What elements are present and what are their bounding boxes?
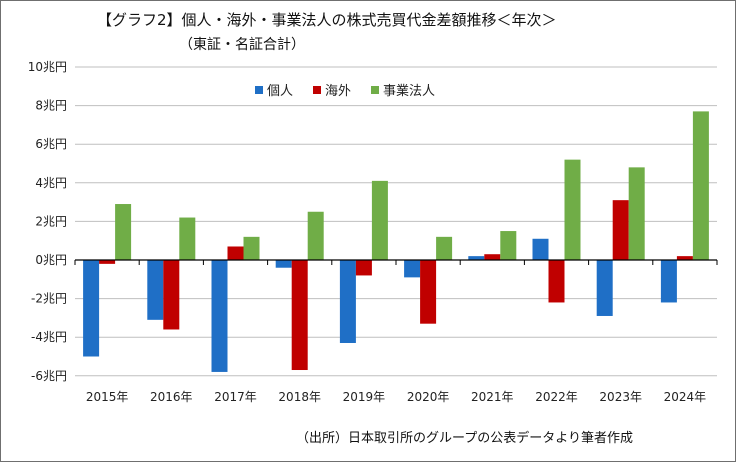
bar-corporate (500, 231, 517, 260)
bar-corporate (243, 236, 260, 260)
y-tick-label: -6兆円 (31, 369, 67, 383)
y-tick-label: 6兆円 (35, 137, 67, 151)
bar-individual (404, 260, 421, 278)
bar-corporate (564, 159, 581, 260)
x-tick-label: 2016年 (150, 390, 193, 404)
x-tick-label: 2018年 (278, 390, 321, 404)
bar-individual (275, 260, 292, 268)
chart-subtitle: （東証・名証合計） (179, 37, 305, 53)
y-tick-label: 2兆円 (35, 214, 67, 228)
x-tick-label: 2019年 (343, 390, 386, 404)
bar-individual (596, 260, 613, 316)
y-tick-label: 10兆円 (28, 60, 67, 74)
x-tick-label: 2022年 (535, 390, 578, 404)
x-tick-label: 2021年 (471, 390, 514, 404)
y-tick-label: 8兆円 (35, 99, 67, 113)
bar-foreign (227, 246, 244, 260)
bar-foreign (612, 200, 629, 260)
bar-individual (83, 260, 100, 357)
y-tick-label: -2兆円 (31, 292, 67, 306)
bar-individual (211, 260, 228, 372)
legend-label: 個人 (267, 84, 293, 99)
bar-corporate (436, 236, 453, 260)
bar-corporate (179, 217, 196, 260)
bar-foreign (291, 260, 308, 371)
bar-individual (339, 260, 356, 343)
source-note: （出所）日本取引所のグループの公表データより筆者作成 (296, 431, 633, 446)
legend-label: 事業法人 (383, 83, 435, 99)
bar-foreign (676, 256, 693, 260)
bar-individual (147, 260, 164, 320)
legend-label: 海外 (325, 84, 351, 99)
x-tick-label: 2020年 (407, 390, 450, 404)
bar-corporate (115, 204, 132, 260)
bar-foreign (548, 260, 565, 303)
bar-corporate (371, 180, 388, 260)
y-tick-label: -4兆円 (31, 330, 67, 344)
bar-individual (660, 260, 677, 303)
y-tick-label: 4兆円 (35, 176, 67, 190)
bar-foreign (420, 260, 437, 324)
bar-corporate (307, 211, 324, 260)
x-tick-label: 2023年 (599, 390, 642, 404)
bar-corporate (692, 111, 709, 260)
legend-swatch (255, 86, 263, 94)
x-tick-label: 2017年 (214, 390, 257, 404)
y-tick-label: 0兆円 (35, 253, 67, 267)
bar-individual (532, 238, 549, 260)
legend-swatch (371, 86, 379, 94)
x-tick-label: 2015年 (86, 390, 129, 404)
bar-foreign (99, 260, 116, 264)
bar-individual (468, 256, 485, 260)
legend-swatch (313, 86, 321, 94)
bar-corporate (628, 167, 645, 260)
x-tick-label: 2024年 (664, 390, 707, 404)
bar-foreign (484, 254, 501, 260)
bar-foreign (163, 260, 180, 330)
bar-foreign (355, 260, 372, 276)
chart-title: 【グラフ2】個人・海外・事業法人の株式売買代金差額推移＜年次＞ (97, 11, 557, 29)
